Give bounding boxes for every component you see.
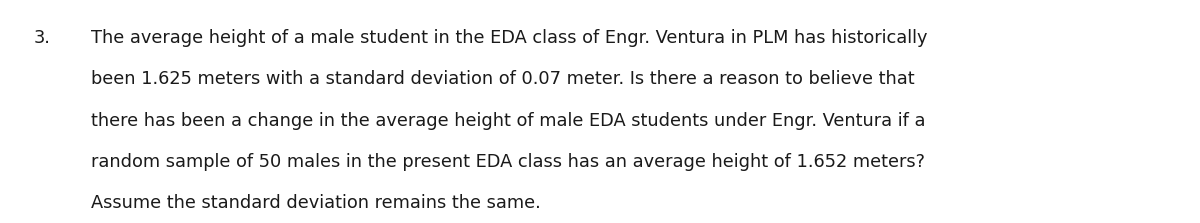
- Text: there has been a change in the average height of male EDA students under Engr. V: there has been a change in the average h…: [91, 112, 925, 130]
- Text: random sample of 50 males in the present EDA class has an average height of 1.65: random sample of 50 males in the present…: [91, 153, 925, 171]
- Text: been 1.625 meters with a standard deviation of 0.07 meter. Is there a reason to : been 1.625 meters with a standard deviat…: [91, 70, 914, 88]
- Text: Assume the standard deviation remains the same.: Assume the standard deviation remains th…: [91, 194, 541, 212]
- Text: The average height of a male student in the EDA class of Engr. Ventura in PLM ha: The average height of a male student in …: [91, 29, 928, 47]
- Text: 3.: 3.: [34, 29, 50, 47]
